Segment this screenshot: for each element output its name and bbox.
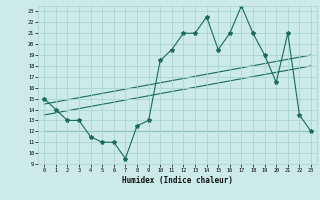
X-axis label: Humidex (Indice chaleur): Humidex (Indice chaleur) <box>122 176 233 185</box>
